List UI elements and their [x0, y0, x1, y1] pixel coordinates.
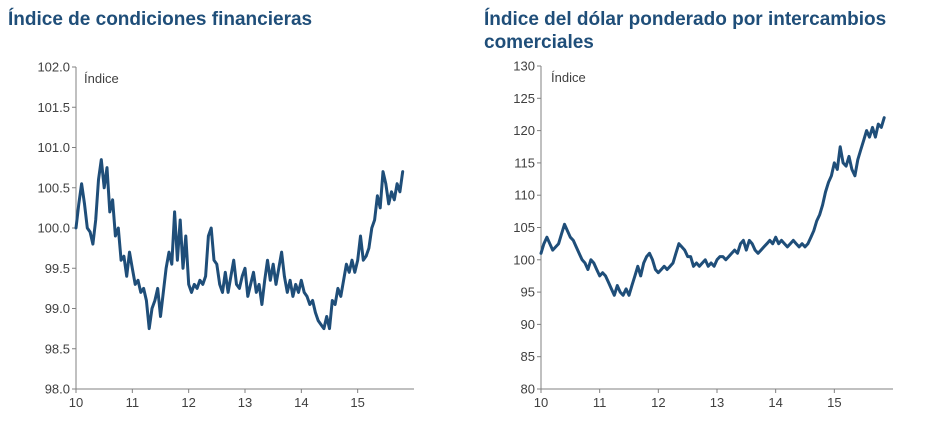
left-y-tick-label: 99.0 — [45, 301, 70, 316]
right-series-line — [539, 116, 886, 297]
left-x-tick-label: 10 — [69, 395, 83, 410]
right-y-tick-label: 100 — [513, 252, 535, 267]
right-y-tick-label: 110 — [514, 188, 535, 203]
trade-weighted-dollar-chart: Índice 80 85 90 95 100 105 110 115 120 125 130 10 11… — [513, 59, 893, 410]
right-y-tick-label: 125 — [513, 91, 535, 106]
left-x-tick-label: 13 — [238, 395, 252, 410]
right-y-tick-label: 105 — [513, 220, 535, 235]
right-y-tick-label: 80 — [521, 382, 535, 397]
left-x-tick-label: 14 — [294, 395, 308, 410]
right-x-tick-label: 13 — [710, 395, 724, 410]
right-y-tick-label: 95 — [521, 285, 535, 300]
left-y-tick-label: 99.5 — [45, 261, 70, 276]
left-y-tick-label: 101.5 — [37, 100, 70, 115]
left-x-tick-label: 15 — [350, 395, 364, 410]
right-y-tick-label: 85 — [521, 349, 535, 364]
right-y-tick-label: 90 — [521, 317, 535, 332]
left-y-tick-label: 102.0 — [37, 60, 70, 75]
left-x-tick-label: 12 — [181, 395, 195, 410]
right-x-tick-label: 15 — [827, 395, 841, 410]
left-y-tick-label: 100.5 — [37, 180, 70, 195]
unit-label-right: Índice — [551, 70, 586, 85]
left-y-tick-label: 98.5 — [45, 341, 70, 356]
chart-title-right: Índice del dólar ponderado por intercamb… — [484, 9, 887, 53]
right-x-tick-label: 12 — [651, 395, 665, 410]
unit-label-left: Índice — [84, 71, 119, 86]
right-x-tick-label: 11 — [593, 395, 607, 410]
chart-title-left: Índice de condiciones financieras — [8, 9, 313, 30]
right-x-tick-label: 10 — [534, 395, 548, 410]
left-y-tick-label: 100.0 — [37, 221, 70, 236]
left-x-tick-label: 11 — [126, 395, 140, 410]
left-y-tick-label: 101.0 — [37, 140, 70, 155]
right-y-tick-label: 120 — [513, 123, 535, 138]
left-y-tick-label: 98.0 — [45, 382, 70, 397]
left-series-line — [74, 158, 405, 331]
right-x-tick-label: 14 — [768, 395, 782, 410]
financial-conditions-chart: Índice 98.0 98.5 99.0 99.5 100.0 100.5 101.0 10… — [37, 60, 414, 410]
right-y-tick-label: 115 — [514, 155, 535, 170]
right-y-tick-label: 130 — [513, 59, 535, 74]
